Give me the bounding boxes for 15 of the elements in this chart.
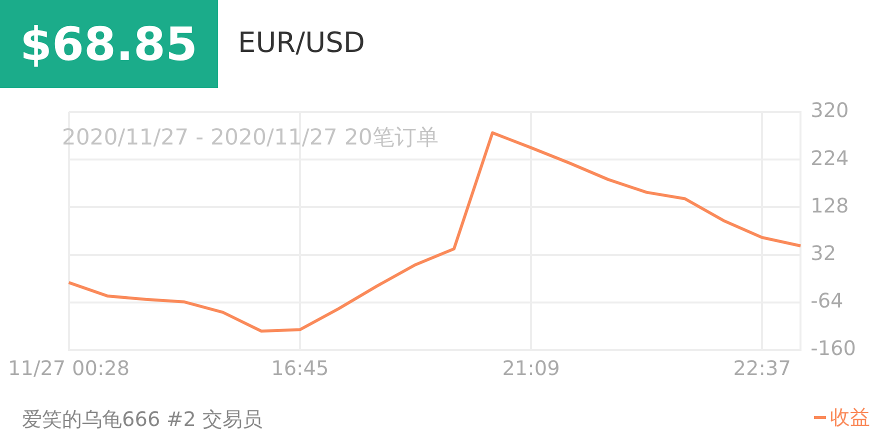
y-tick-label: 320 (810, 98, 849, 122)
text: 爱笑的乌龟666 #2 交易员 (22, 406, 262, 433)
y-tick-label: 224 (810, 146, 849, 170)
x-tick-label: 21:09 (502, 356, 560, 380)
chart-subtitle: EUR/USD (238, 26, 365, 59)
y-tick-label: 32 (810, 241, 836, 266)
y-tick-label: 128 (810, 193, 849, 218)
x-tick-label: 22:37 (733, 356, 791, 380)
annotation: 2020/11/27 - 2020/11/27 20笔订单 (62, 126, 438, 151)
y-tick-label: -64 (810, 288, 844, 313)
chart-title: $68.85 (0, 0, 218, 88)
x-tick-label: 16:45 (271, 356, 329, 380)
y-tick-label: -160 (810, 336, 856, 360)
legend-label: 收益 (830, 404, 870, 431)
x-tick-label: 11/27 00:28 (8, 356, 130, 380)
